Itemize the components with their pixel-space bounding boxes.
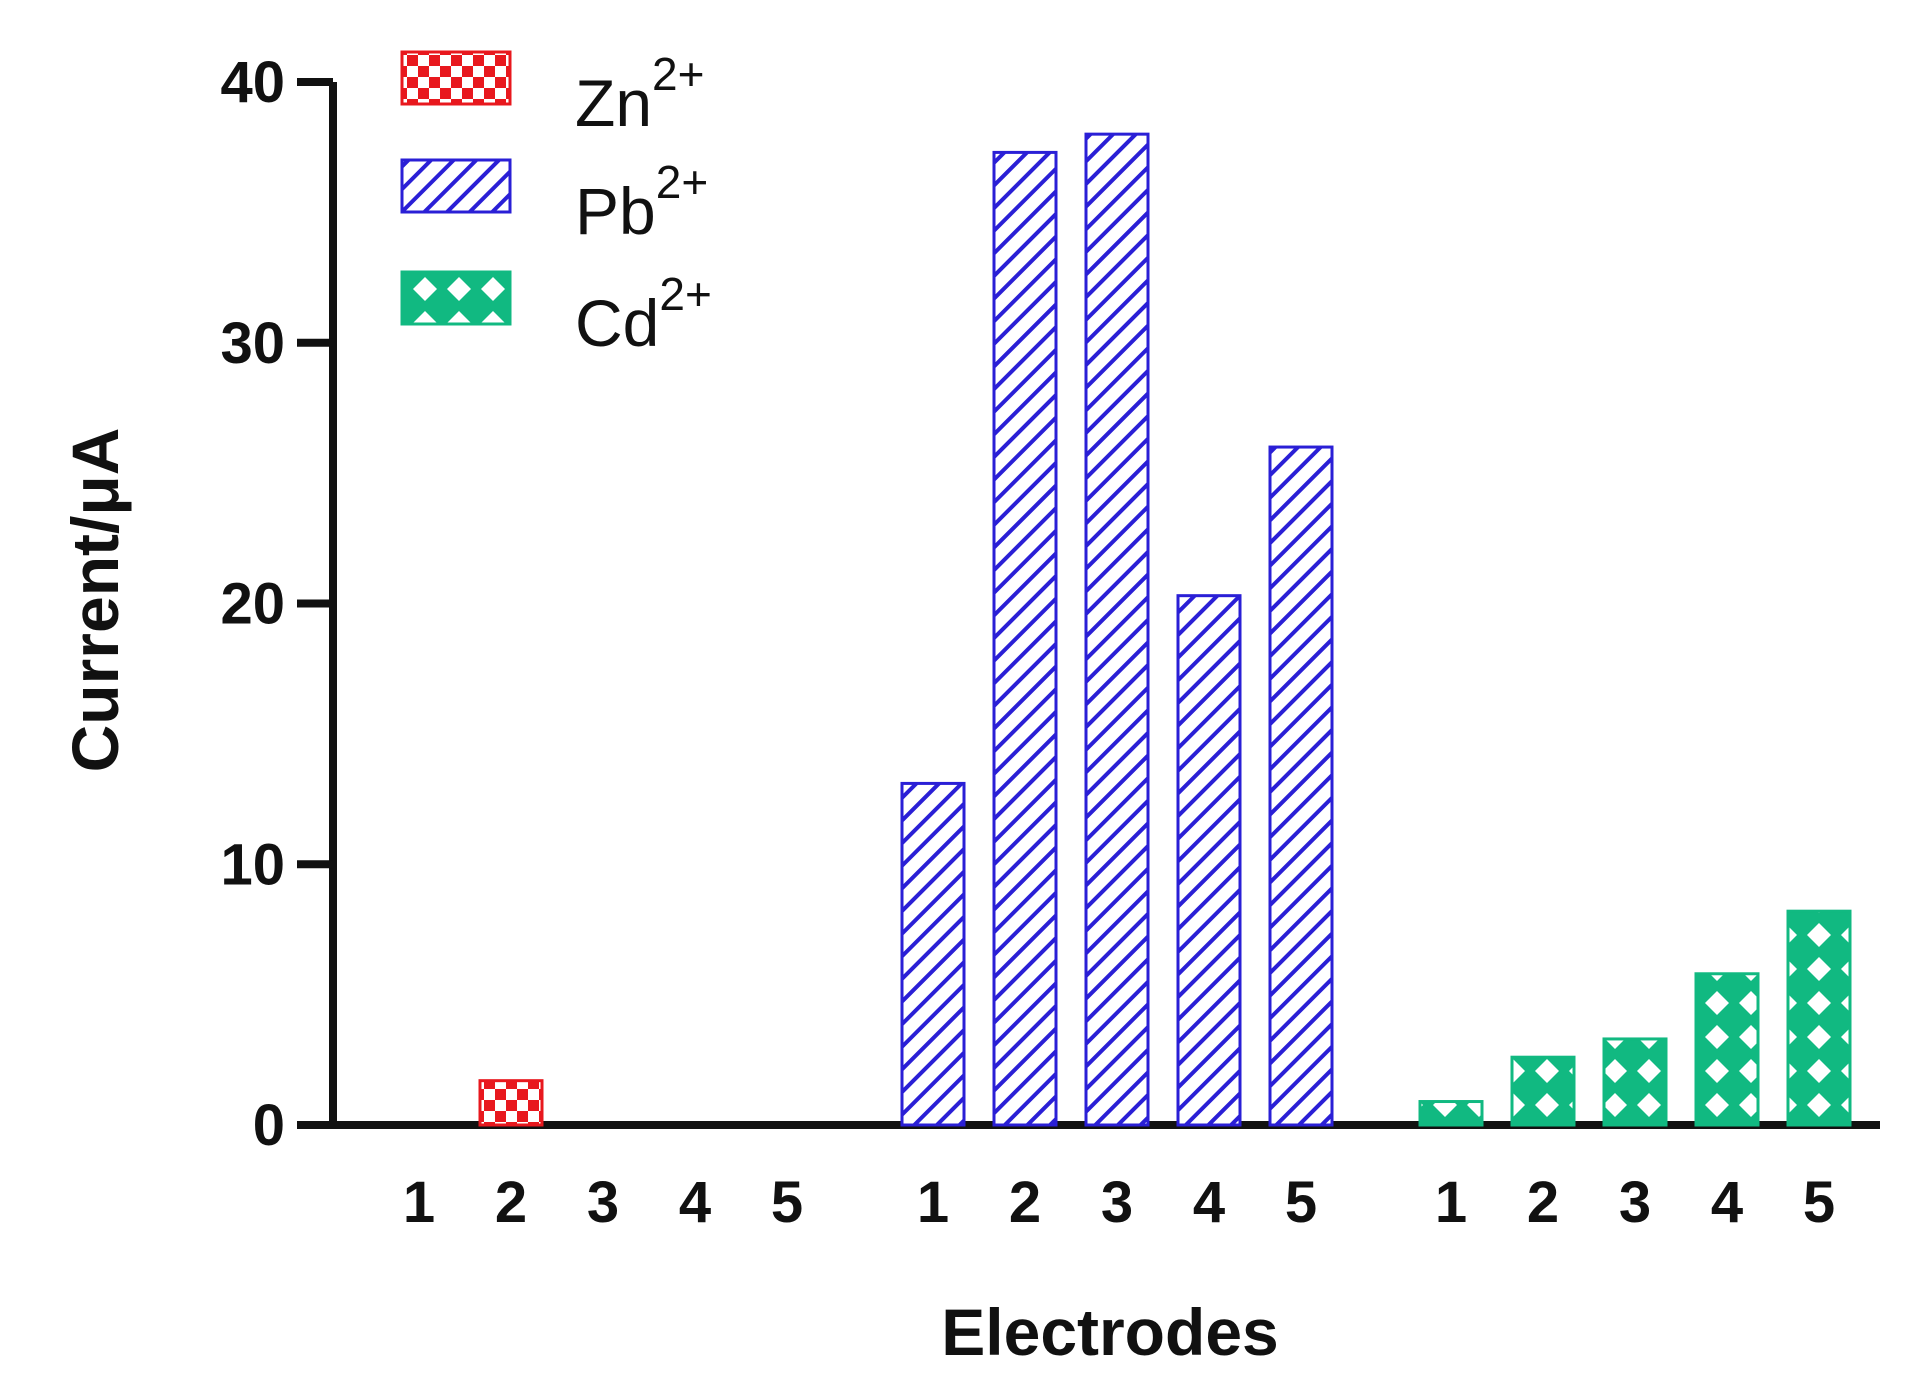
bar-pb-5: [1268, 445, 1334, 1127]
y-tick-label: 40: [220, 50, 285, 115]
legend-swatch-pb: [400, 158, 512, 214]
y-tick-label: 30: [220, 311, 285, 376]
x-tick-label: 1: [403, 1170, 435, 1235]
legend-label-pb: Pb2+: [575, 156, 708, 248]
x-tick-label: 4: [1711, 1170, 1743, 1235]
legend-label-zn: Zn2+: [575, 48, 704, 140]
x-tick-label: 3: [587, 1170, 619, 1235]
legend-label-cd: Cd2+: [575, 268, 712, 360]
x-tick-label: 3: [1619, 1170, 1651, 1235]
x-tick-label: 5: [1803, 1170, 1835, 1235]
legend-swatch-zn: [400, 50, 512, 106]
x-tick-label: 4: [679, 1170, 711, 1235]
bar-zn-2: [478, 1079, 544, 1127]
legend: Zn2+ Pb2+ Cd2+: [400, 48, 712, 360]
bar-cd-4: [1694, 972, 1760, 1127]
bar-cd-1: [1418, 1100, 1484, 1127]
x-tick-label: 4: [1193, 1170, 1225, 1235]
bars: [478, 132, 1852, 1127]
bar-cd-3: [1602, 1037, 1668, 1127]
x-tick-label: 2: [1527, 1170, 1559, 1235]
y-tick-label: 10: [220, 832, 285, 897]
x-tick-label: 3: [1101, 1170, 1133, 1235]
x-tick-label: 2: [1009, 1170, 1041, 1235]
bar-cd-2: [1510, 1055, 1576, 1127]
x-axis-title: Electrodes: [941, 1295, 1278, 1369]
bar-pb-2: [992, 150, 1058, 1127]
y-tick-label: 20: [220, 572, 285, 637]
bar-pb-3: [1084, 132, 1150, 1127]
bar-pb-1: [900, 781, 966, 1127]
x-tick-label: 5: [1285, 1170, 1317, 1235]
y-axis-title: Current/μA: [58, 428, 132, 773]
y-tick-label: 0: [253, 1093, 285, 1158]
bar-cd-5: [1786, 909, 1852, 1127]
x-tick-label: 5: [771, 1170, 803, 1235]
x-tick-label: 2: [495, 1170, 527, 1235]
x-tick-label: 1: [1435, 1170, 1467, 1235]
bar-pb-4: [1176, 594, 1242, 1127]
legend-swatch-cd: [400, 270, 512, 326]
x-tick-label: 1: [917, 1170, 949, 1235]
